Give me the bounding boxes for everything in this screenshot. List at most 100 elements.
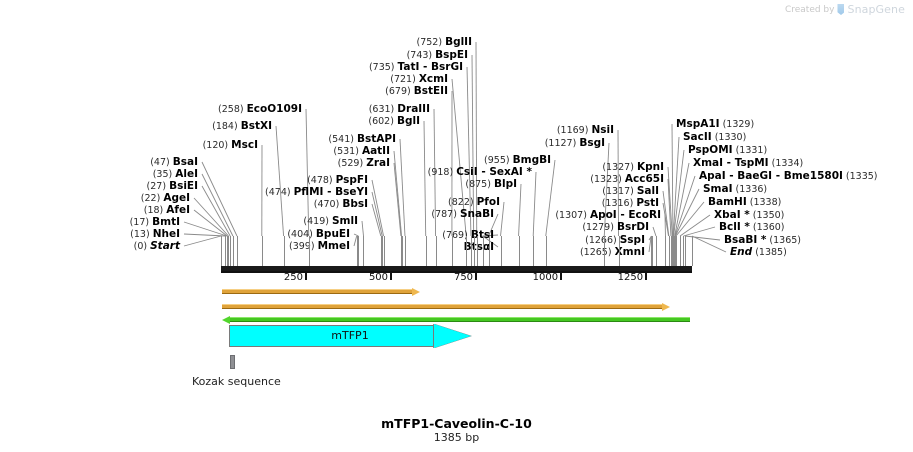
enzyme-label[interactable]: (399) MmeI [0,240,350,253]
enzyme-leader-line [674,162,690,237]
enzyme-label[interactable]: (258) EcoO109I [0,103,302,116]
enzyme-label[interactable]: (17) BmtI [0,216,180,229]
enzyme-label[interactable]: ApaI - BaeGI - Bme1580I (1335) [699,170,878,183]
enzyme-label[interactable]: (1279) BsrDI [0,221,649,234]
enzyme-leader-line [683,226,716,237]
enzyme-position: (478) [307,175,336,186]
enzyme-label[interactable]: SmaI (1336) [703,183,767,196]
cut-site-hairline [651,236,652,266]
enzyme-label[interactable]: (752) BglII [0,36,472,49]
enzyme-label[interactable]: MspA1I (1329) [676,118,754,131]
enzyme-label[interactable]: (822) PfoI [0,196,500,209]
feature-mtfp1-arrowhead [434,324,471,348]
enzyme-label[interactable]: (679) BstEII [0,85,448,98]
enzyme-name: BstXI [240,120,272,132]
cut-site-hairline [309,236,310,266]
enzyme-name: NheI [152,228,180,240]
enzyme-label[interactable]: PspOMI (1331) [688,144,767,157]
enzyme-label[interactable]: (404) BpuEI [0,228,350,241]
kozak-sequence-marker[interactable] [230,355,235,369]
enzyme-name: DraIII [397,103,430,115]
enzyme-position: (35) [152,169,176,180]
enzyme-position: (1265) [579,247,615,258]
enzyme-label[interactable]: (1127) BsgI [0,137,605,150]
enzyme-label[interactable]: (1265) XmnI [0,246,645,259]
enzyme-label[interactable]: XbaI * (1350) [714,209,784,222]
enzyme-name: SalI [636,185,659,197]
enzyme-label[interactable]: (787) SnaBI [0,208,494,221]
enzyme-label[interactable]: (1323) Acc65I [0,173,664,186]
cut-site-hairline [474,236,475,266]
enzyme-label[interactable]: (184) BstXI [0,120,272,133]
enzyme-label[interactable]: (1317) SalI [0,185,659,198]
enzyme-label[interactable]: (18) AfeI [0,204,190,217]
enzyme-label[interactable]: (721) XcmI [0,73,448,86]
enzyme-position: (769) [442,230,471,241]
enzyme-label[interactable]: End (1385) [730,246,787,259]
enzyme-label[interactable]: (735) TatI - BsrGI [0,61,463,74]
enzyme-label[interactable]: (1327) KpnI [0,161,664,174]
enzyme-name: Acc65I [624,173,664,185]
enzyme-label[interactable]: (1169) NsiI [0,124,614,137]
enzyme-name: XmaI - TspMI [693,157,769,169]
enzyme-label[interactable]: (918) CsiI - SexAI * [0,166,532,179]
enzyme-label[interactable]: SacII (1330) [683,131,746,144]
enzyme-label[interactable]: (529) ZraI [0,157,390,170]
enzyme-name: BtsI [470,229,494,241]
enzyme-label[interactable]: (35) AleI [0,168,198,181]
enzyme-position: (679) [385,86,414,97]
enzyme-label[interactable]: (531) AatII [0,145,390,158]
enzyme-label[interactable]: (120) MscI [0,139,258,152]
enzyme-label[interactable]: (631) DraIII [0,103,430,116]
ruler-tick-mark [645,271,648,280]
enzyme-label[interactable]: (743) BspEI [0,49,468,62]
enzyme-label[interactable]: (955) BmgBI [0,154,551,167]
enzyme-label[interactable]: BsaBI * (1365) [724,234,801,247]
sequence-backbone [221,266,692,272]
enzyme-name: BstEII [413,85,448,97]
enzyme-position: (470) [313,199,343,210]
enzyme-position: (404) [287,229,316,240]
cut-site-hairline [471,236,472,266]
enzyme-label[interactable]: (27) BsiEI [0,180,198,193]
enzyme-label[interactable]: (13) NheI [0,228,180,241]
enzyme-label[interactable]: (1307) ApoI - EcoRI [0,209,661,222]
enzyme-position: (184) [212,121,241,132]
cut-site-hairline [672,236,673,266]
feature-arrow[interactable] [222,288,420,296]
feature-mtfp1[interactable] [229,324,471,348]
enzyme-position: (529) [337,158,367,169]
enzyme-label[interactable]: XmaI - TspMI (1334) [693,157,803,170]
enzyme-name: PspFI [335,174,368,186]
enzyme-leader-line [685,235,721,241]
enzyme-label[interactable]: (1316) PstI [0,197,659,210]
enzyme-name: MmeI [317,240,350,252]
enzyme-label[interactable]: (47) BsaI [0,156,198,169]
enzyme-label[interactable]: (769) BtsI [0,229,494,242]
enzyme-position: (47) [150,157,173,168]
enzyme-label[interactable]: (602) BglI [0,115,420,128]
feature-arrow-shaft [222,304,662,309]
enzyme-label[interactable]: (541) BstAPI [0,133,396,146]
enzyme-label[interactable]: BamHI (1338) [708,196,781,209]
cut-site-hairline [230,236,231,266]
enzyme-label[interactable]: (470) BbsI [0,198,368,211]
feature-arrow[interactable] [222,316,690,324]
enzyme-name: MscI [231,139,258,151]
cut-site-hairline [680,236,681,266]
enzyme-position: (399) [289,241,318,252]
enzyme-label[interactable]: (474) PflMI - BseYI [0,186,368,199]
enzyme-name: AgeI [163,192,190,204]
enzyme-name: BbsI [342,198,368,210]
enzyme-label[interactable]: (22) AgeI [0,192,190,205]
ruler-tick-mark [475,271,478,280]
enzyme-label[interactable]: (1266) SspI [0,234,645,247]
enzyme-label[interactable]: (875) BlpI [0,178,517,191]
enzyme-name: SnaBI [459,208,494,220]
enzyme-label[interactable]: (419) SmlI [0,215,358,228]
enzyme-label[interactable]: (0) Start [0,240,180,253]
enzyme-label[interactable]: BclI * (1360) [719,221,785,234]
feature-arrow[interactable] [222,303,670,311]
enzyme-label[interactable]: (478) PspFI [0,174,368,187]
